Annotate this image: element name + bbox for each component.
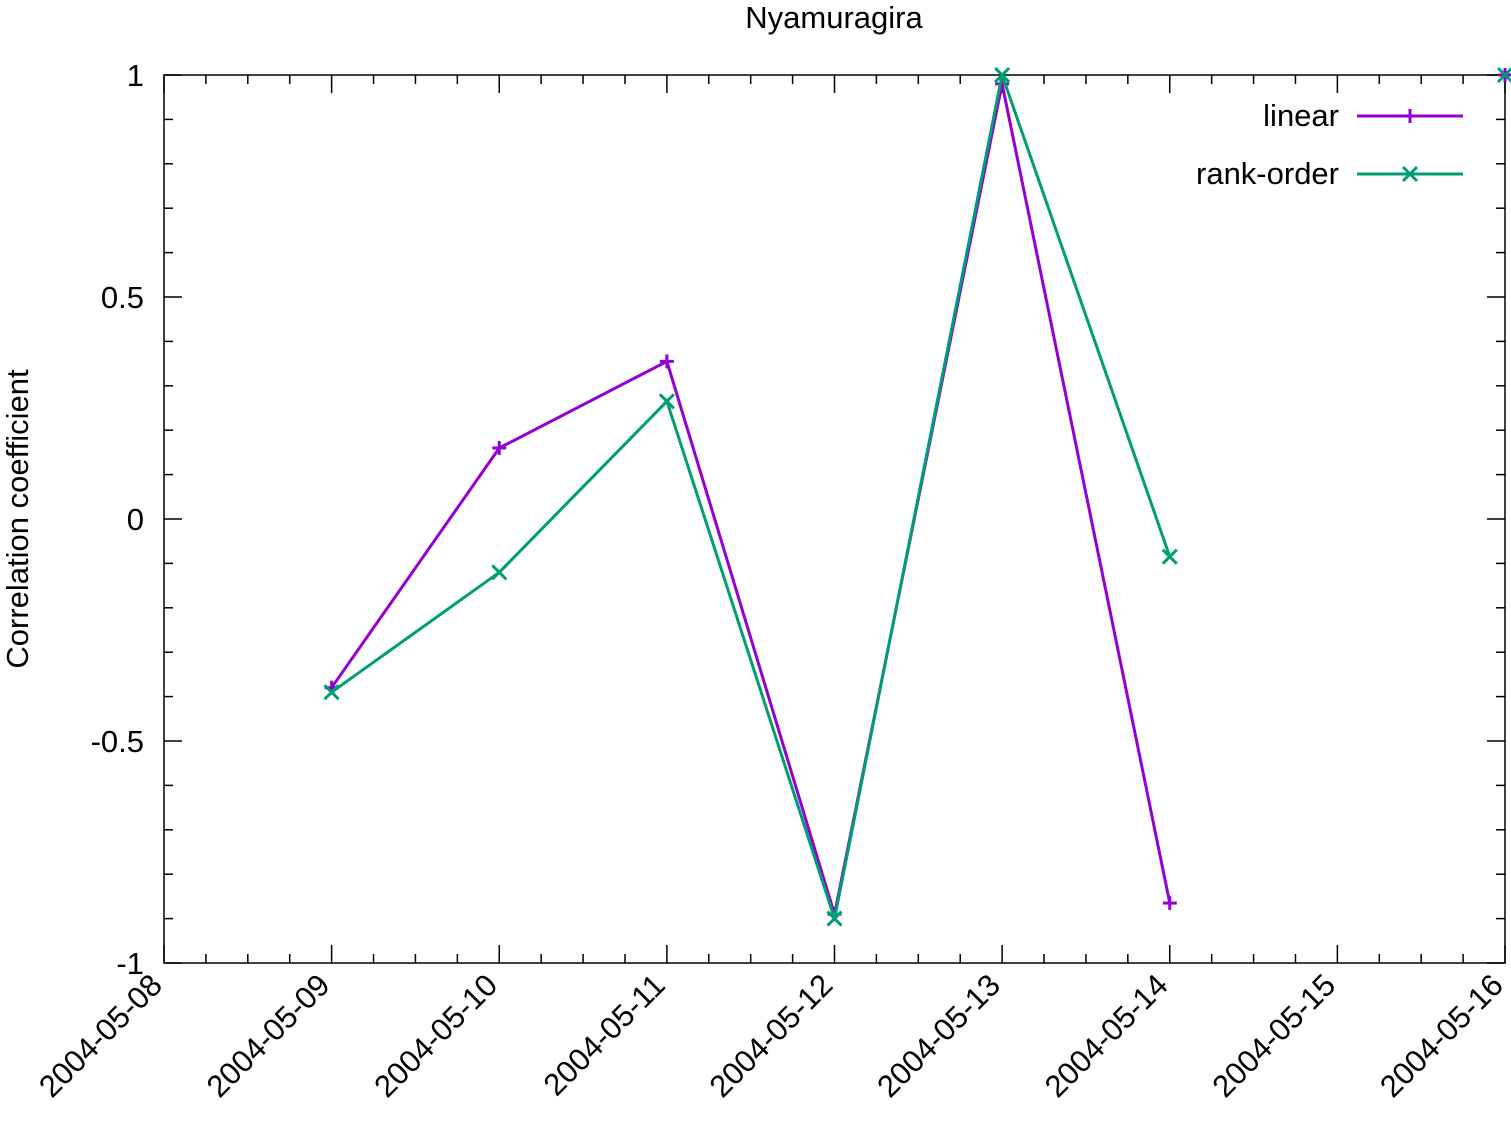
x-tick-label: 2004-05-08 [32,967,169,1104]
x-tick-label: 2004-05-11 [537,967,672,1102]
x-tick-label: 2004-05-16 [1373,967,1510,1104]
y-tick-label: -1 [116,946,144,981]
legend: linear rank-order [1196,98,1463,191]
series-line-rank-order [330,73,1172,921]
x-tick-label: 2004-05-12 [703,967,840,1104]
data-point [1496,66,1511,84]
series-line-linear [330,82,1172,916]
series-rank-order [323,66,1511,927]
legend-label-linear: linear [1263,98,1339,133]
x-tick-label: 2004-05-09 [200,967,337,1104]
data-point [492,440,507,455]
data-point [826,910,843,927]
y-axis-label: Correlation coefficient [0,369,35,669]
x-tick-label: 2004-05-14 [1038,967,1175,1104]
x-tick-label: 2004-05-15 [1205,967,1342,1104]
series-layer [323,66,1511,927]
y-tick-label: 0.5 [101,280,144,315]
data-point [1161,548,1178,565]
chart-title: Nyamuragira [745,0,923,35]
y-tick-label: 1 [127,58,144,93]
data-point [1162,896,1177,911]
data-point [323,684,340,701]
x-tick-label: 2004-05-13 [870,967,1007,1104]
y-tick-label: -0.5 [91,724,144,759]
data-point [658,393,675,410]
data-point [491,564,508,581]
x-tick-label: 2004-05-10 [367,967,504,1104]
data-point [659,354,674,369]
legend-marker-linear [1403,109,1417,123]
legend-label-rank-order: rank-order [1196,156,1339,191]
legend-marker-rank-order [1401,165,1419,183]
plot-border [163,74,1506,964]
y-tick-label: 0 [127,502,144,537]
data-point [994,66,1011,84]
